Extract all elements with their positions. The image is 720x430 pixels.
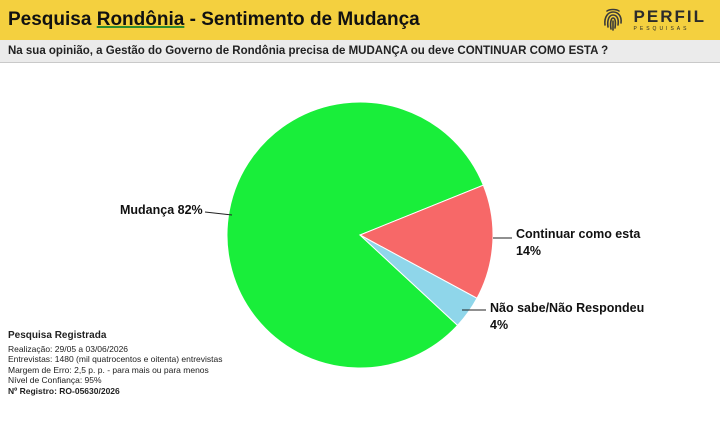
logo-subtitle: PESQUISAS [633,26,690,32]
title-part-3: - Sentimento de Mudança [184,9,420,30]
slice-value-label: 14% [516,244,541,258]
question-bar: Na sua opinião, a Gestão do Governo de R… [0,40,720,63]
page-title: Pesquisa Rondônia - Sentimento de Mudanç… [8,9,420,31]
pie-slice [358,184,494,299]
slice-value-label: 4% [490,318,508,332]
slice-label: Não sabe/Não Respondeu [490,301,644,315]
survey-info-line: Nível de Confiança: 95% [8,375,102,385]
survey-info-title: Pesquisa Registrada [8,330,107,341]
title-part-1: Pesquisa [8,9,97,30]
slice-label: Continuar como esta [516,227,641,241]
survey-question: Na sua opinião, a Gestão do Governo de R… [8,45,609,57]
survey-info-line: Entrevistas: 1480 (mil quatrocentos e oi… [8,354,223,364]
perfil-logo: PERFIL PESQUISAS [598,5,706,35]
survey-info-line: Realização: 29/05 a 03/06/2026 [8,343,129,354]
title-part-2: Rondônia [96,9,185,30]
pie-slice [359,234,478,327]
slice-leader-line [204,211,233,216]
slice-label: Mudança 82% [120,203,203,217]
survey-registration: Nº Registro: RO-05630/2026 [8,385,120,396]
pie-chart: Mudança 82% Continuar como esta 14% Não sab… [120,101,644,369]
fingerprint-icon [603,8,622,31]
header-bar: Pesquisa Rondônia - Sentimento de Mudanç… [0,0,720,40]
survey-info-line: Margem de Erro: 2,5 p. p. - para mais ou… [8,364,209,375]
pie-slice [226,101,484,369]
survey-info: Pesquisa Registrada Realização: 29/05 a … [8,330,223,396]
logo-name: PERFIL [633,7,706,26]
